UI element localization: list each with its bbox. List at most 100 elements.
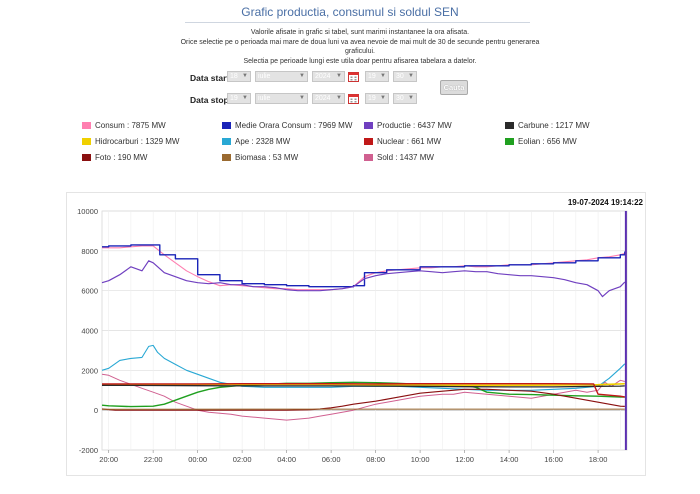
start-label: Data start: [190, 73, 230, 83]
start-minute-value: 30: [396, 73, 404, 80]
chart-svg: -2000 0 2000 4000 6000 8000 10000 20:00 22:00 00:…: [77, 198, 644, 464]
legend-label: Consum : 7875 MW: [95, 121, 166, 130]
x-tick-label: 00:00: [188, 455, 207, 464]
legend-item[interactable]: Medie Orara Consum : 7969 MW: [222, 121, 352, 130]
x-tick-label: 06:00: [322, 455, 341, 464]
start-month-select[interactable]: iulie ▼: [255, 71, 308, 82]
legend-swatch: [82, 122, 91, 129]
stop-minute-value: 30: [396, 95, 404, 102]
legend-label: Sold : 1437 MW: [377, 153, 434, 162]
x-tick-label: 12:00: [455, 455, 474, 464]
series-line-ape: [101, 344, 626, 391]
legend-swatch: [505, 138, 514, 145]
legend-label: Foto : 190 MW: [95, 153, 148, 162]
chart-grid: [101, 210, 628, 451]
stop-month-select[interactable]: iulie ▼: [255, 93, 308, 104]
chevron-down-icon: ▼: [380, 95, 386, 101]
legend-swatch: [364, 154, 373, 161]
legend-swatch: [222, 138, 231, 145]
x-tick-label: 22:00: [144, 455, 163, 464]
info-notes: Valorile afisate in grafic si tabel, sun…: [170, 28, 550, 66]
start-month-value: iulie: [258, 73, 271, 80]
stop-month-value: iulie: [258, 95, 271, 102]
start-hour-value: 19: [368, 73, 376, 80]
x-tick-label: 14:00: [500, 455, 519, 464]
search-button[interactable]: Cauta: [440, 80, 468, 95]
legend-swatch: [364, 122, 373, 129]
chevron-down-icon: ▼: [242, 73, 248, 79]
start-year-value: 2024: [315, 73, 331, 80]
series-line-nuclear: [102, 383, 625, 398]
legend-item[interactable]: Nuclear : 661 MW: [364, 137, 441, 146]
legend-label: Ape : 2328 MW: [235, 137, 291, 146]
title-divider: [185, 22, 530, 23]
stop-year-value: 2024: [315, 95, 331, 102]
start-minute-select[interactable]: 30 ▼: [393, 71, 417, 82]
legend-swatch: [82, 138, 91, 145]
legend-item[interactable]: Eolian : 656 MW: [505, 137, 577, 146]
legend-label: Carbune : 1217 MW: [518, 121, 590, 130]
start-day-select[interactable]: 18 ▼: [227, 71, 251, 82]
start-hour-select[interactable]: 19 ▼: [365, 71, 389, 82]
legend-item[interactable]: Biomasa : 53 MW: [222, 153, 298, 162]
chart-lines: [101, 211, 627, 450]
series-line-productie: [101, 260, 626, 298]
stop-day-select[interactable]: 19 ▼: [227, 93, 251, 104]
legend-label: Hidrocarburi : 1329 MW: [95, 137, 180, 146]
legend-label: Nuclear : 661 MW: [377, 137, 442, 146]
y-tick-label: 6000: [81, 287, 98, 296]
legend-label: Productie : 6437 MW: [377, 121, 452, 130]
x-tick-label: 08:00: [366, 455, 385, 464]
legend-swatch: [222, 154, 231, 161]
start-calendar-icon[interactable]: [348, 71, 359, 82]
x-tick-label: 02:00: [233, 455, 252, 464]
chevron-down-icon: ▼: [380, 73, 386, 79]
series-line-carbune: [101, 384, 625, 388]
y-tick-label: 8000: [81, 247, 98, 256]
stop-year-select[interactable]: 2024 ▼: [312, 93, 345, 104]
note-line: Valorile afisate in grafic si tabel, sun…: [250, 29, 470, 36]
chart-timestamp: 19-07-2024 19:14:22: [568, 198, 644, 207]
chevron-down-icon: ▼: [336, 95, 342, 101]
chart-container: -2000 0 2000 4000 6000 8000 10000 20:00 22:00 00:…: [66, 192, 646, 476]
series-line-eolian: [101, 381, 625, 408]
x-tick-label: 20:00: [99, 455, 118, 464]
page-title: Grafic productia, consumul si soldul SEN: [241, 5, 459, 19]
legend-item[interactable]: Consum : 7875 MW: [82, 121, 166, 130]
legend-item[interactable]: Ape : 2328 MW: [222, 137, 290, 146]
legend-item[interactable]: Carbune : 1217 MW: [505, 121, 590, 130]
chart-ticks: -2000 0 2000 4000 6000 8000 10000 20:00 22:00 00:…: [77, 207, 607, 464]
chevron-down-icon: ▼: [408, 95, 414, 101]
legend-item[interactable]: Foto : 190 MW: [82, 153, 147, 162]
x-tick-label: 10:00: [411, 455, 430, 464]
series-line-medie-orara-consum: [102, 244, 626, 288]
chevron-down-icon: ▼: [299, 95, 305, 101]
stop-hour-select[interactable]: 19 ▼: [365, 93, 389, 104]
legend-item[interactable]: Hidrocarburi : 1329 MW: [82, 137, 179, 146]
start-day-value: 18: [230, 73, 238, 80]
chevron-down-icon: ▼: [336, 73, 342, 79]
legend-label: Medie Orara Consum : 7969 MW: [235, 121, 353, 130]
x-tick-label: 16:00: [544, 455, 563, 464]
legend-swatch: [82, 154, 91, 161]
start-year-select[interactable]: 2024 ▼: [312, 71, 345, 82]
chevron-down-icon: ▼: [408, 73, 414, 79]
legend-item[interactable]: Productie : 6437 MW: [364, 121, 452, 130]
legend-swatch: [505, 122, 514, 129]
stop-label: Data stop: [190, 95, 229, 105]
legend-item[interactable]: Sold : 1437 MW: [364, 153, 434, 162]
chevron-down-icon: ▼: [299, 73, 305, 79]
stop-minute-select[interactable]: 30 ▼: [393, 93, 417, 104]
y-tick-label: 0: [94, 406, 98, 415]
stop-day-value: 19: [230, 95, 238, 102]
y-tick-label: -2000: [79, 446, 98, 455]
y-tick-label: 10000: [77, 207, 98, 216]
series-line-foto: [101, 388, 625, 411]
legend-swatch: [222, 122, 231, 129]
stop-calendar-icon[interactable]: [348, 93, 359, 104]
legend-label: Eolian : 656 MW: [518, 137, 577, 146]
stop-hour-value: 19: [368, 95, 376, 102]
note-line: Selectia pe perioade lungi este utila do…: [243, 57, 477, 65]
x-tick-label: 04:00: [277, 455, 296, 464]
y-tick-label: 2000: [81, 366, 98, 375]
